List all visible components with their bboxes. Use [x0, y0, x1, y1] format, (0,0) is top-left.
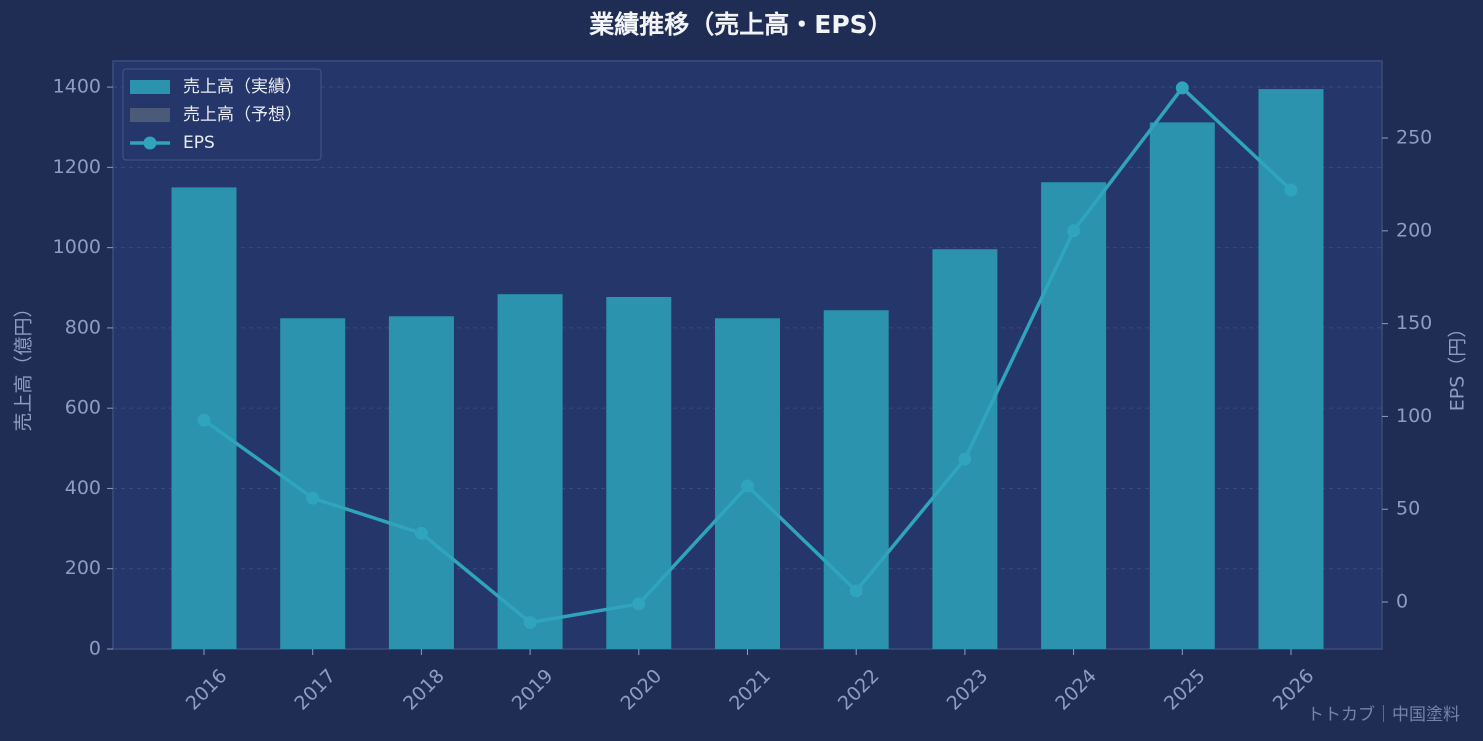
legend-swatch: [130, 108, 170, 122]
chart-title: 業績推移（売上高・EPS）: [589, 10, 892, 39]
y2-tick-label: 250: [1396, 127, 1432, 149]
legend-label: 売上高（実績）: [183, 77, 302, 97]
bar: [823, 310, 889, 649]
y2-axis-label: EPS（円）: [1447, 319, 1469, 412]
legend-box: [122, 68, 322, 161]
bar: [932, 249, 998, 649]
y2-tick-label: 200: [1396, 219, 1432, 241]
point: [958, 452, 972, 466]
point: [1175, 81, 1189, 95]
y-tick-label: 200: [65, 557, 101, 579]
point: [741, 479, 754, 493]
point: [306, 491, 320, 505]
point: [1284, 183, 1298, 197]
y2-tick-label: 150: [1396, 312, 1432, 334]
y-tick-label: 0: [89, 638, 101, 660]
watermark: トトカブ｜中国塗料: [1307, 704, 1460, 725]
bar: [1258, 89, 1324, 649]
y-tick-label: 1000: [53, 236, 101, 258]
bar: [388, 316, 454, 649]
bar: [606, 297, 672, 649]
point: [197, 413, 211, 427]
bar: [1041, 182, 1107, 649]
legend-marker: [143, 136, 157, 150]
point: [632, 597, 646, 611]
y-axis-label: 売上高（億円）: [13, 298, 35, 431]
y-tick-label: 600: [65, 397, 101, 419]
y-tick-label: 400: [65, 477, 101, 499]
point: [414, 526, 428, 540]
legend-label: EPS: [183, 133, 215, 153]
y2-tick-label: 100: [1396, 405, 1432, 427]
legend-label: 売上高（予想）: [183, 105, 302, 125]
bar: [497, 294, 563, 649]
point: [1067, 224, 1081, 238]
y-tick-label: 1200: [53, 156, 101, 178]
point: [849, 584, 863, 598]
point: [523, 615, 537, 629]
y-tick-label: 800: [65, 316, 101, 338]
y2-tick-label: 0: [1396, 591, 1408, 613]
legend-swatch: [130, 80, 170, 94]
bar: [1149, 122, 1215, 649]
y2-tick-label: 50: [1396, 498, 1420, 520]
y-tick-label: 1400: [53, 76, 101, 98]
